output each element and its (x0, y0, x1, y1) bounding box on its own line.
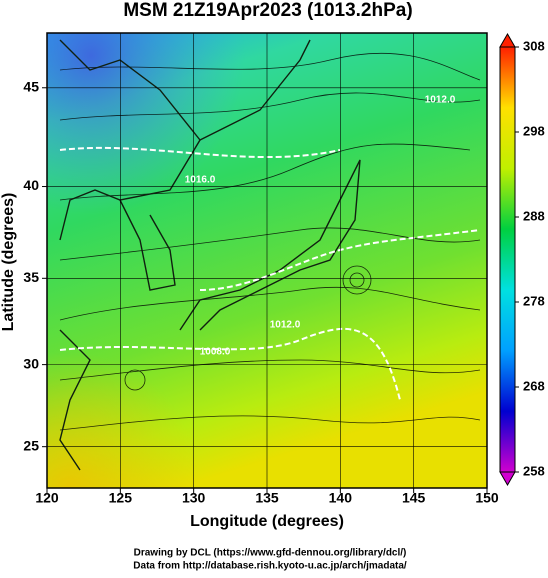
x-tick-label: 135 (255, 490, 279, 506)
plot-frame (46, 32, 488, 489)
x-tick-label: 145 (402, 490, 426, 506)
colorbar-tick-label: 258 (523, 463, 545, 478)
colorbar (499, 46, 516, 473)
isobars (59, 146, 481, 401)
y-tick-label: 45 (23, 78, 39, 94)
colorbar-tick-label: 268 (523, 378, 545, 393)
credit: Drawing by DCL (https://www.gfd-dennou.o… (134, 548, 407, 559)
x-tick-label: 125 (109, 490, 133, 506)
y-axis-title: Latitude (degrees) (0, 193, 17, 332)
contour-label: 1008.0 (200, 347, 231, 358)
chart-title: MSM 21Z19Apr2023 (1013.2hPa) (123, 0, 412, 21)
credit: Data from http://database.rish.kyoto-u.a… (133, 561, 407, 572)
x-tick-label: 140 (329, 490, 353, 506)
colorbar-tick-label: 298 (523, 123, 545, 138)
colorbar-tick-label: 308 (523, 38, 545, 53)
colorbar-tick-label: 288 (523, 208, 545, 223)
contour-label: 1016.0 (185, 175, 216, 186)
y-tick-label: 40 (23, 177, 39, 193)
colorbar-extend-bottom (499, 471, 516, 487)
x-axis-title: Longitude (degrees) (190, 513, 344, 530)
y-tick-label: 30 (23, 355, 39, 371)
x-tick-label: 150 (475, 490, 499, 506)
x-tick-label: 120 (35, 490, 59, 506)
colorbar-extend-top (499, 32, 516, 48)
contour-label: 1012.0 (270, 320, 301, 331)
y-tick-label: 25 (23, 437, 39, 453)
colorbar-tick-label: 278 (523, 293, 545, 308)
y-tick-label: 35 (23, 269, 39, 285)
contour-label: 1012.0 (425, 95, 456, 106)
x-tick-label: 130 (182, 490, 206, 506)
coastline (59, 39, 361, 471)
